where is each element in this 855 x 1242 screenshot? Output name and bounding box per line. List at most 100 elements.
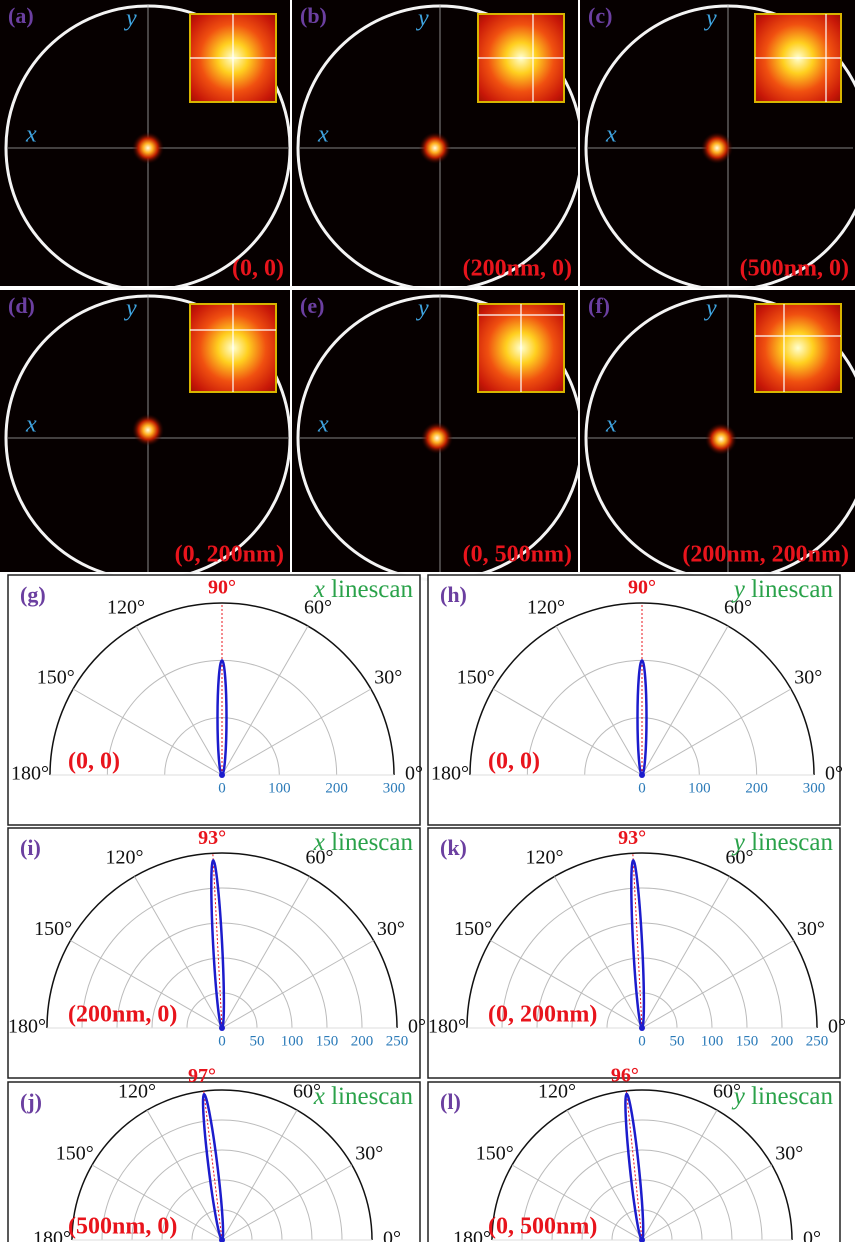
image-panel: (e) y x (0, 500nm) <box>292 290 584 582</box>
angle-label: 0° <box>828 1016 846 1038</box>
panel-label: (e) <box>300 293 324 318</box>
radial-tick-label: 150 <box>736 1033 759 1049</box>
angle-label: 0° <box>825 763 843 785</box>
scan-word: linescan <box>331 1083 413 1110</box>
radial-tick-label: 0 <box>218 1033 226 1049</box>
origin <box>219 772 225 778</box>
peak-direction <box>632 853 643 1029</box>
y-axis-label: y <box>704 296 717 322</box>
scan-title: x linescan <box>313 1083 414 1110</box>
angle-label: 120° <box>118 1080 156 1102</box>
spot <box>701 132 733 164</box>
image-panel: (a) y x (0, 0) <box>0 0 292 292</box>
image-panel: (b) y x (200nm, 0) <box>292 0 584 292</box>
peak-direction <box>203 1091 223 1241</box>
radial-tick-label: 200 <box>771 1033 794 1049</box>
radial-grid-arc <box>131 1149 313 1241</box>
scan-axis: y <box>731 1083 746 1110</box>
position-label: (200nm, 0) <box>463 256 572 282</box>
scan-word: linescan <box>751 1083 833 1110</box>
angle-label: 30° <box>794 667 822 689</box>
angle-spoke <box>641 625 729 776</box>
panel-frame <box>427 574 841 826</box>
scan-axis: x <box>313 1083 325 1110</box>
radial-grid-arc <box>71 1089 373 1241</box>
angle-label: 60° <box>724 596 752 618</box>
angle-spoke <box>555 625 643 776</box>
scan-title: y linescan <box>731 576 834 603</box>
angle-spoke <box>554 876 643 1029</box>
panel-label: (i) <box>20 835 41 860</box>
angle-label: 150° <box>56 1143 94 1165</box>
radial-grid-arc <box>606 992 678 1029</box>
x-axis-label: x <box>25 122 37 148</box>
angle-label: 60° <box>304 596 332 618</box>
radial-tick-label: 200 <box>745 780 768 796</box>
panel-frame <box>7 574 421 826</box>
panel-label: (a) <box>8 3 34 28</box>
angle-spoke <box>490 940 643 1029</box>
radial-tick-label: 50 <box>670 1033 685 1049</box>
angle-spoke <box>70 940 223 1029</box>
angle-spoke <box>641 876 730 1029</box>
panel-label: (j) <box>20 1089 42 1114</box>
angle-label: 30° <box>775 1143 803 1165</box>
radial-tick-label: 0 <box>638 1033 646 1049</box>
spot <box>132 414 164 446</box>
scan-word: linescan <box>331 829 413 856</box>
angle-label: 150° <box>34 918 72 940</box>
position-label: (0, 200nm) <box>488 1002 597 1028</box>
scan-title: y linescan <box>731 1083 834 1110</box>
radial-tick-label: 0 <box>218 780 226 796</box>
scan-title: x linescan <box>313 576 414 603</box>
radial-grid-arc <box>501 887 783 1029</box>
angle-spoke <box>221 1164 353 1241</box>
position-label: (0, 200nm) <box>175 542 284 568</box>
panel-label: (f) <box>588 293 610 318</box>
scan-axis: y <box>731 576 746 603</box>
spot <box>132 132 164 164</box>
y-axis-label: y <box>416 296 429 322</box>
radial-grid-arc <box>49 602 395 776</box>
y-axis-label: y <box>416 6 429 32</box>
angle-label: 60° <box>293 1080 321 1102</box>
angle-label: 0° <box>408 1016 426 1038</box>
angle-label: 120° <box>538 1080 576 1102</box>
radial-grid-arc <box>81 887 363 1029</box>
angle-spoke <box>221 940 374 1029</box>
radial-grid-arc <box>469 602 815 776</box>
radial-tick-label: 200 <box>325 780 348 796</box>
angle-label: 0° <box>803 1228 821 1242</box>
origin <box>639 1025 645 1031</box>
y-axis-label: y <box>124 6 137 32</box>
angle-label: 180° <box>428 1016 466 1038</box>
peak-angle-label: 97° <box>188 1065 216 1087</box>
angle-spoke <box>511 1164 643 1241</box>
radial-tick-label: 100 <box>268 780 291 796</box>
panel-label: (b) <box>300 3 327 28</box>
scan-title: x linescan <box>313 829 414 856</box>
position-label: (500nm, 0) <box>68 1214 177 1240</box>
angle-spoke <box>135 625 223 776</box>
radial-grid-arc <box>186 992 258 1029</box>
radial-tick-label: 200 <box>351 1033 374 1049</box>
radial-grid-arc <box>491 1089 793 1241</box>
radial-tick-label: 250 <box>806 1033 829 1049</box>
radial-tick-label: 250 <box>386 1033 409 1049</box>
angle-label: 60° <box>713 1080 741 1102</box>
panel-frame <box>7 1081 421 1242</box>
angle-label: 30° <box>355 1143 383 1165</box>
angle-spoke <box>566 1109 643 1241</box>
angle-label: 120° <box>107 596 145 618</box>
panel-label: (h) <box>440 582 467 607</box>
angle-label: 150° <box>454 918 492 940</box>
angle-label: 120° <box>526 847 564 869</box>
image-panel: (f) y x (200nm, 200nm) <box>580 290 855 582</box>
origin <box>219 1237 225 1242</box>
angle-label: 180° <box>8 1016 46 1038</box>
peak-angle-label: 90° <box>628 577 656 599</box>
angle-spoke <box>72 688 223 776</box>
radial-grid-arc <box>551 1149 733 1241</box>
